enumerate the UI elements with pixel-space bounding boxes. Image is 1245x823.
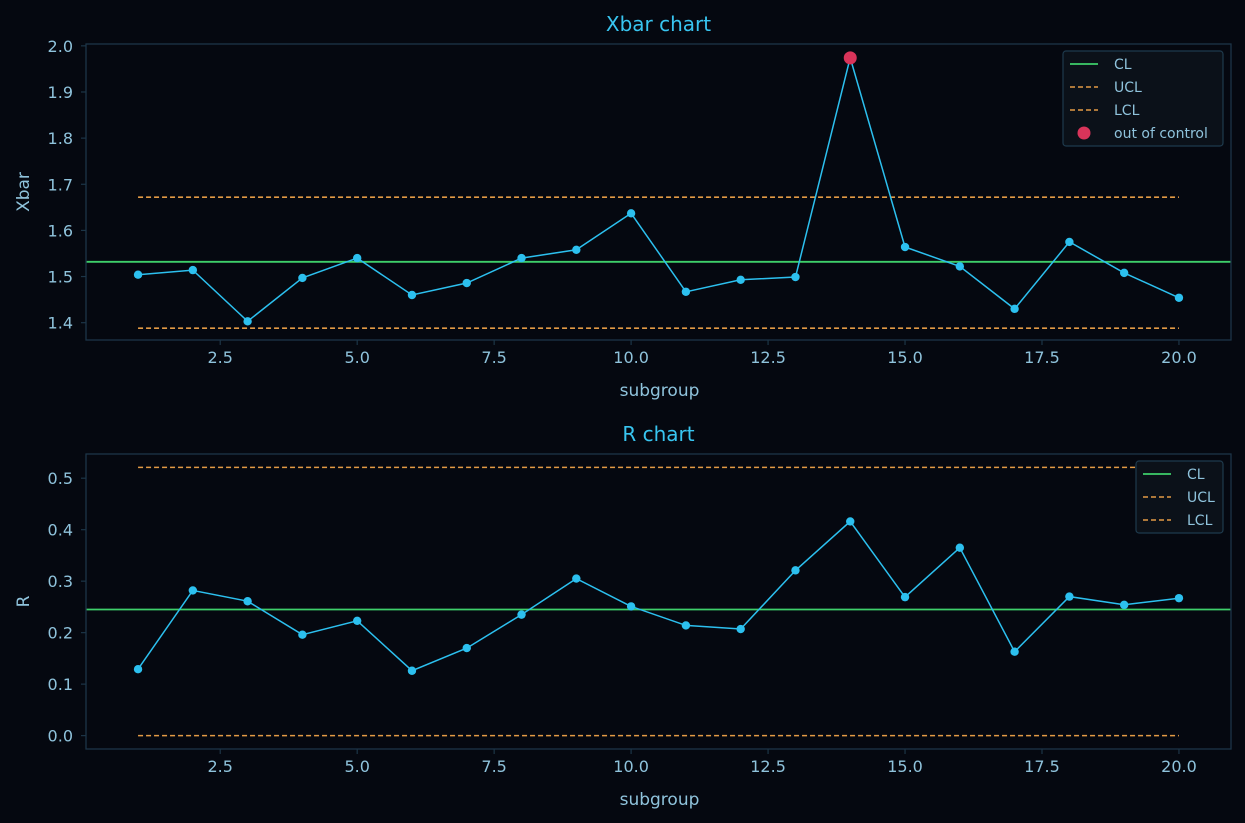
legend-label: CL	[1114, 57, 1132, 73]
data-point	[626, 602, 636, 611]
data-point	[955, 262, 965, 271]
data-point	[188, 586, 198, 595]
legend-label: out of control	[1114, 126, 1208, 142]
data-point	[352, 253, 362, 263]
data-point	[681, 621, 691, 630]
x-tick-label: 5.0	[344, 348, 369, 367]
series-line	[137, 54, 1180, 323]
y-tick-label: 1.4	[48, 314, 73, 333]
out-of-control-point	[843, 51, 857, 65]
data-point	[900, 592, 910, 602]
y-tick-label: 0.2	[48, 624, 73, 643]
x-tick-label: 7.5	[481, 757, 506, 776]
data-point	[298, 273, 307, 283]
x-tick-label: 10.0	[613, 348, 649, 367]
x-tick-label: 12.5	[750, 348, 786, 367]
y-tick-label: 0.3	[48, 572, 73, 591]
chart-title: Xbar chart	[606, 12, 711, 36]
axes-frame	[85, 453, 1232, 750]
data-point	[736, 624, 745, 634]
data-point	[133, 665, 143, 674]
y-tick-label: 0.1	[48, 675, 73, 694]
data-point	[188, 265, 198, 275]
data-point	[791, 566, 800, 575]
x-tick-label: 17.5	[1024, 757, 1060, 776]
x-tick-label: 2.5	[207, 757, 232, 776]
x-tick-label: 20.0	[1161, 757, 1197, 776]
y-tick-label: 1.8	[48, 129, 73, 148]
x-tick-label: 12.5	[750, 757, 786, 776]
y-tick-label: 1.6	[48, 221, 73, 240]
chart-title: R chart	[622, 422, 694, 446]
x-tick-label: 15.0	[887, 348, 923, 367]
y-tick-label: 1.7	[48, 175, 73, 194]
x-tick-label: 20.0	[1161, 348, 1197, 367]
data-point	[681, 287, 691, 296]
chart-panel-xbar: Xbar chart 2.5 5.0 7.5 10.0 12.5 15.0 17.5 20.0 1…	[14, 12, 1232, 401]
data-point	[243, 597, 252, 606]
data-point	[626, 209, 636, 218]
data-point	[1174, 593, 1184, 603]
legend-label: LCL	[1114, 103, 1140, 119]
y-tick-label: 0.4	[48, 521, 73, 540]
data-point	[1065, 592, 1074, 601]
series-line	[137, 520, 1180, 672]
y-tick-label: 0.0	[48, 727, 73, 746]
data-point	[1174, 293, 1184, 302]
x-tick-label: 7.5	[481, 348, 506, 367]
data-point	[955, 543, 965, 552]
x-tick-label: 10.0	[613, 757, 649, 776]
data-point	[352, 616, 362, 626]
data-point	[1010, 647, 1019, 656]
legend: CL UCL LCL	[1135, 460, 1224, 534]
data-point	[1010, 304, 1019, 314]
data-point	[462, 278, 471, 288]
data-point	[572, 574, 581, 583]
legend-box	[1062, 50, 1224, 147]
y-tick-label: 2.0	[48, 37, 73, 56]
legend-box	[1135, 460, 1224, 534]
y-tick-label: 0.5	[48, 469, 73, 488]
x-tick-label: 5.0	[344, 757, 369, 776]
data-point	[1065, 237, 1074, 247]
legend: CL UCL LCL out of control	[1062, 50, 1224, 147]
legend-label: UCL	[1187, 490, 1215, 506]
x-axis-label: subgroup	[620, 790, 700, 810]
data-point	[462, 643, 471, 653]
x-tick-label: 15.0	[887, 757, 923, 776]
y-axis-label: Xbar	[14, 172, 34, 212]
data-point	[517, 610, 526, 619]
data-point	[736, 275, 745, 284]
data-point	[791, 272, 800, 282]
data-point	[846, 517, 855, 526]
legend-label: LCL	[1187, 513, 1213, 529]
data-point	[1119, 268, 1129, 278]
y-tick-label: 1.5	[48, 268, 73, 287]
x-axis-label: subgroup	[620, 381, 700, 401]
data-point	[517, 253, 526, 263]
y-axis-label: R	[14, 595, 34, 607]
data-point	[407, 290, 417, 300]
legend-out-of-control-swatch	[1077, 126, 1091, 140]
x-tick-label: 17.5	[1024, 348, 1060, 367]
data-point	[900, 242, 910, 252]
data-point	[243, 317, 252, 326]
legend-label: UCL	[1114, 80, 1142, 96]
legend-label: CL	[1187, 467, 1205, 483]
data-point	[572, 245, 581, 254]
data-point	[298, 630, 307, 639]
axes-frame	[85, 43, 1232, 341]
x-tick-label: 2.5	[207, 348, 232, 367]
data-point	[1119, 600, 1129, 610]
y-tick-label: 1.9	[48, 83, 73, 102]
data-point	[407, 666, 417, 675]
chart-panel-r: R chart 2.5 5.0 7.5 10.0 12.5 15.0 17.5 20.0 0.0 0…	[14, 422, 1232, 810]
data-point	[133, 270, 143, 279]
